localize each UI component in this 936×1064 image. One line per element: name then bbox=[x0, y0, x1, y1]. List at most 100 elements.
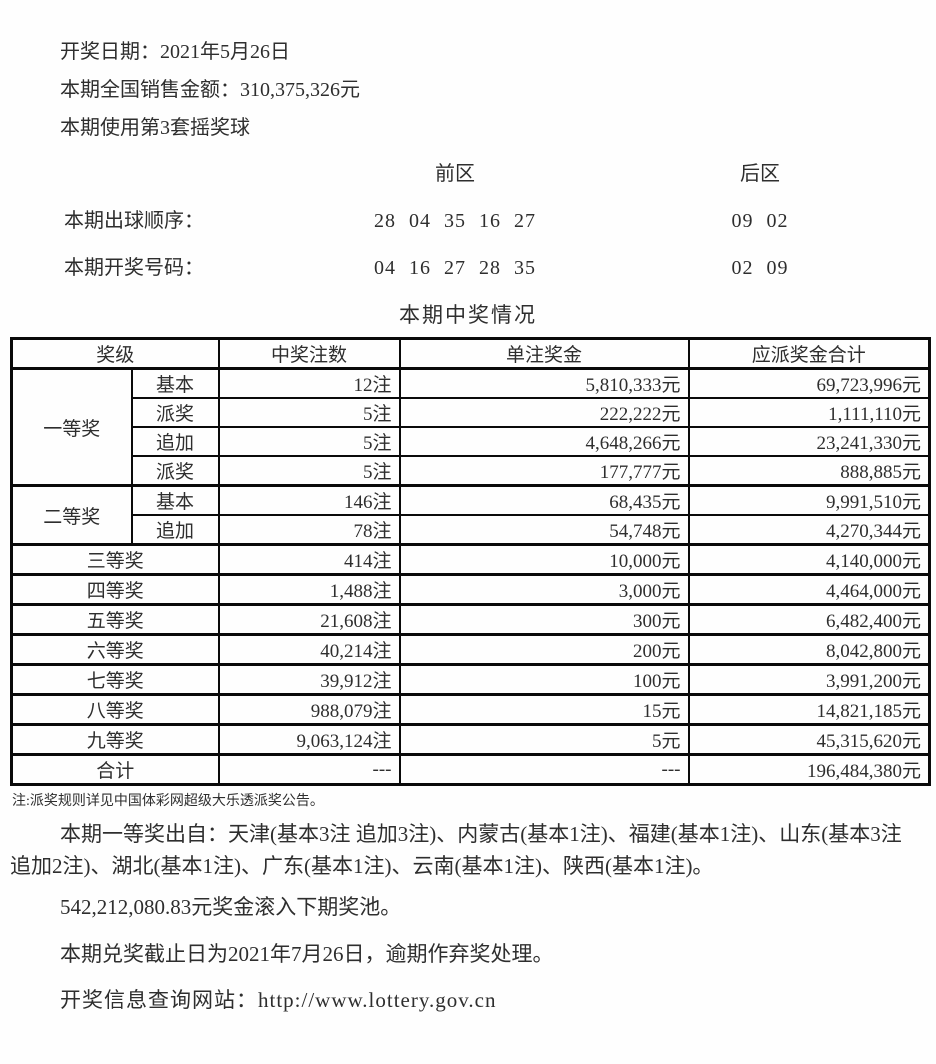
prize-table-row: 追加 5注 4,648,266元 23,241,330元 bbox=[12, 426, 931, 457]
winning-count-cell: 21,608注 bbox=[217, 603, 401, 636]
rule-footnote: 注:派奖规则详见中国体彩网超级大乐透派奖公告。 bbox=[12, 794, 324, 809]
winning-front-numbers: 04 16 27 28 35 bbox=[374, 257, 536, 279]
prize-table-row: 八等奖 988,079注 15元 14,821,185元 bbox=[10, 693, 931, 726]
winning-rear-numbers: 02 09 bbox=[731, 257, 789, 279]
prize-level-cell: 一等奖 bbox=[10, 367, 133, 487]
single-prize-cell: 300元 bbox=[398, 603, 690, 636]
total-prize-cell: 4,270,344元 bbox=[687, 514, 931, 546]
prize-level-cell: 四等奖 bbox=[10, 573, 220, 606]
front-zone-header: 前区 bbox=[435, 163, 475, 185]
prize-table-row: 一等奖 基本 12注 5,810,333元 69,723,996元 bbox=[10, 367, 931, 487]
numbers-section: 前区 后区 本期出球顺序： 28 04 35 16 27 09 02 本期开奖号… bbox=[0, 164, 936, 278]
zone-header-spacer bbox=[0, 164, 300, 184]
sales-amount: 本期全国销售金额：310,375,326元 bbox=[60, 79, 360, 101]
winning-count-cell: 40,214注 bbox=[217, 633, 401, 666]
rear-zone-header: 后区 bbox=[740, 163, 780, 185]
single-prize-cell: 3,000元 bbox=[398, 573, 690, 606]
total-prize-cell: 45,315,620元 bbox=[687, 723, 931, 756]
prize-table-row: 派奖 5注 177,777元 888,885元 bbox=[12, 455, 931, 487]
prize-table-row: 四等奖 1,488注 3,000元 4,464,000元 bbox=[10, 573, 931, 606]
total-prize-cell: 14,821,185元 bbox=[687, 693, 931, 726]
prize-table: 奖级 中奖注数 单注奖金 应派奖金合计 一等奖 基本 12注 5,810,333元 69… bbox=[10, 337, 932, 786]
draw-order-row: 本期出球顺序： 28 04 35 16 27 09 02 bbox=[0, 211, 936, 231]
rollover-amount-text: 542,212,080.83元奖金滚入下期奖池。 bbox=[60, 895, 402, 919]
single-prize-cell: 54,748元 bbox=[398, 514, 690, 546]
prize-table-row: 三等奖 414注 10,000元 4,140,000元 bbox=[10, 543, 931, 576]
prize-subtype-cell: 基本 bbox=[130, 367, 220, 399]
zone-header-row: 前区 后区 bbox=[0, 164, 936, 184]
single-prize-cell: 200元 bbox=[398, 633, 690, 666]
single-prize-cell: 5元 bbox=[398, 723, 690, 756]
winning-count-cell: 9,063,124注 bbox=[217, 723, 401, 756]
winning-count-cell: 78注 bbox=[217, 514, 401, 546]
draw-order-rear-numbers: 09 02 bbox=[731, 210, 789, 232]
prize-subtype-cell: 派奖 bbox=[130, 397, 220, 428]
winning-count-cell: 12注 bbox=[217, 367, 401, 399]
redeem-deadline-text: 本期兑奖截止日为2021年7月26日，逾期作弃奖处理。 bbox=[60, 942, 554, 966]
winning-count-cell: 5注 bbox=[217, 397, 401, 428]
total-prize-cell: 888,885元 bbox=[687, 455, 931, 487]
winning-count-cell: 5注 bbox=[217, 455, 401, 487]
prize-table-header-row: 奖级 中奖注数 单注奖金 应派奖金合计 bbox=[10, 337, 931, 370]
col-header-total-prize: 应派奖金合计 bbox=[687, 337, 931, 370]
winning-count-cell: --- bbox=[217, 753, 401, 786]
total-prize-cell: 196,484,380元 bbox=[687, 753, 931, 786]
winning-count-cell: 988,079注 bbox=[217, 693, 401, 726]
prize-table-row: 追加 78注 54,748元 4,270,344元 bbox=[12, 514, 931, 546]
prize-table-row: 合计 --- --- 196,484,380元 bbox=[10, 753, 931, 786]
prize-table-row: 派奖 5注 222,222元 1,111,110元 bbox=[12, 397, 931, 428]
winning-count-cell: 414注 bbox=[217, 543, 401, 576]
prize-subtype-cell: 追加 bbox=[130, 426, 220, 457]
winning-count-cell: 146注 bbox=[217, 484, 401, 516]
prize-table-body: 一等奖 基本 12注 5,810,333元 69,723,996元 派奖 5注 222,222… bbox=[10, 367, 931, 786]
total-prize-cell: 8,042,800元 bbox=[687, 633, 931, 666]
single-prize-cell: 100元 bbox=[398, 663, 690, 696]
total-prize-cell: 23,241,330元 bbox=[687, 426, 931, 457]
ball-set: 本期使用第3套摇奖球 bbox=[60, 117, 250, 139]
prize-level-cell: 二等奖 bbox=[10, 484, 133, 546]
prize-table-row: 九等奖 9,063,124注 5元 45,315,620元 bbox=[10, 723, 931, 756]
total-prize-cell: 69,723,996元 bbox=[687, 367, 931, 399]
query-website-text: 开奖信息查询网站：http://www.lottery.gov.cn bbox=[60, 988, 497, 1012]
prize-subtype-cell: 派奖 bbox=[130, 455, 220, 487]
first-prize-origin-text: 本期一等奖出自：天津(基本3注 追加3注)、内蒙古(基本1注)、福建(基本1注)… bbox=[10, 822, 902, 878]
winning-count-cell: 39,912注 bbox=[217, 663, 401, 696]
prize-subtype-cell: 基本 bbox=[130, 484, 220, 516]
col-header-winning-count: 中奖注数 bbox=[217, 337, 401, 370]
single-prize-cell: 5,810,333元 bbox=[398, 367, 690, 399]
single-prize-cell: 177,777元 bbox=[398, 455, 690, 487]
prize-level-cell: 八等奖 bbox=[10, 693, 220, 726]
prize-level-cell: 三等奖 bbox=[10, 543, 220, 576]
col-header-prize-level: 奖级 bbox=[10, 337, 220, 370]
winning-count-cell: 1,488注 bbox=[217, 573, 401, 606]
prize-subtype-cell: 追加 bbox=[130, 514, 220, 546]
total-prize-cell: 9,991,510元 bbox=[687, 484, 931, 516]
prize-level-cell: 九等奖 bbox=[10, 723, 220, 756]
total-prize-cell: 6,482,400元 bbox=[687, 603, 931, 636]
prize-table-row: 七等奖 39,912注 100元 3,991,200元 bbox=[10, 663, 931, 696]
prize-table-row: 五等奖 21,608注 300元 6,482,400元 bbox=[10, 603, 931, 636]
prize-level-cell: 六等奖 bbox=[10, 633, 220, 666]
header-block: 开奖日期：2021年5月26日 本期全国销售金额：310,375,326元 本期… bbox=[0, 42, 936, 138]
single-prize-cell: 4,648,266元 bbox=[398, 426, 690, 457]
winning-count-cell: 5注 bbox=[217, 426, 401, 457]
winning-numbers-row: 本期开奖号码： 04 16 27 28 35 02 09 bbox=[0, 258, 936, 278]
single-prize-cell: 68,435元 bbox=[398, 484, 690, 516]
prize-table-title: 本期中奖情况 bbox=[399, 303, 537, 327]
single-prize-cell: --- bbox=[398, 753, 690, 786]
single-prize-cell: 15元 bbox=[398, 693, 690, 726]
single-prize-cell: 222,222元 bbox=[398, 397, 690, 428]
prize-table-row: 六等奖 40,214注 200元 8,042,800元 bbox=[10, 633, 931, 666]
total-prize-cell: 1,111,110元 bbox=[687, 397, 931, 428]
col-header-single-prize: 单注奖金 bbox=[398, 337, 690, 370]
total-prize-cell: 3,991,200元 bbox=[687, 663, 931, 696]
single-prize-cell: 10,000元 bbox=[398, 543, 690, 576]
prize-level-cell: 合计 bbox=[10, 753, 220, 786]
prize-level-cell: 五等奖 bbox=[10, 603, 220, 636]
draw-order-front-numbers: 28 04 35 16 27 bbox=[374, 210, 536, 232]
winning-numbers-label: 本期开奖号码： bbox=[64, 257, 204, 279]
draw-date: 开奖日期：2021年5月26日 bbox=[60, 41, 290, 63]
prize-table-row: 二等奖 基本 146注 68,435元 9,991,510元 bbox=[10, 484, 931, 546]
prize-level-cell: 七等奖 bbox=[10, 663, 220, 696]
